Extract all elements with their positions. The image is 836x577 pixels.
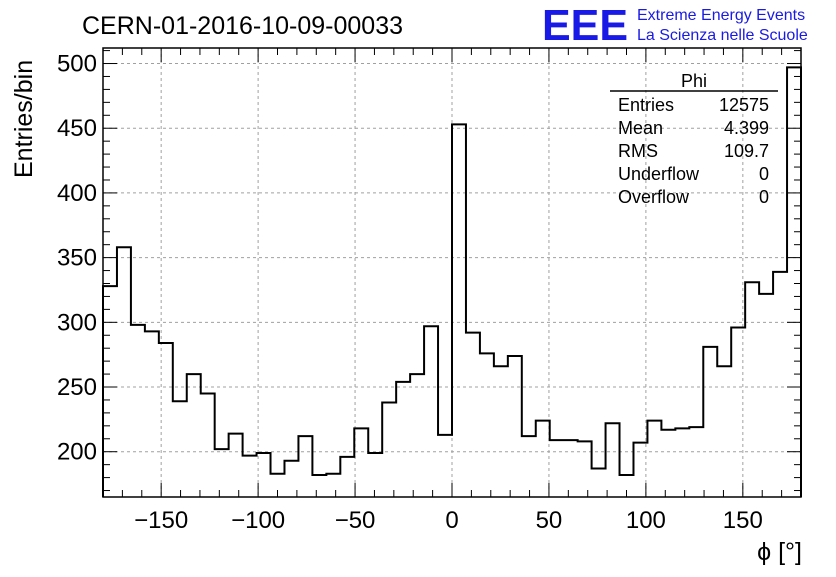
stats-label: Entries xyxy=(618,95,674,115)
y-tick-label: 500 xyxy=(57,51,97,78)
histogram-bin xyxy=(257,453,271,497)
histogram-bin xyxy=(661,430,675,497)
histogram-bin xyxy=(606,423,620,497)
histogram-bin xyxy=(354,428,368,497)
histogram-bin xyxy=(382,403,396,497)
brand-line-1: Extreme Energy Events xyxy=(637,7,805,24)
stats-value: 0 xyxy=(759,187,769,207)
y-tick-label: 200 xyxy=(57,439,97,466)
histogram-bin xyxy=(773,272,787,497)
stats-label: Underflow xyxy=(618,164,700,184)
x-tick-label: 100 xyxy=(626,507,666,534)
histogram-bin xyxy=(424,326,438,497)
x-tick-label: 0 xyxy=(445,507,458,534)
histogram-bin xyxy=(159,343,173,497)
histogram-outline xyxy=(102,66,802,497)
x-axis-label: ϕ [°] xyxy=(757,538,802,566)
histogram-bin xyxy=(703,347,717,497)
stats-box: Phi Entries 12575 Mean 4.399 RMS 109.7 Underfl… xyxy=(610,71,778,207)
x-tick-label: −150 xyxy=(134,507,188,534)
stats-value: 12575 xyxy=(719,95,769,115)
histogram-bin xyxy=(745,282,759,497)
histogram-bin xyxy=(550,440,564,497)
histogram-bin xyxy=(480,353,494,497)
y-tick-label: 450 xyxy=(57,115,97,142)
histogram-bin xyxy=(759,294,773,497)
histogram-bin xyxy=(787,67,801,497)
histogram-bin xyxy=(326,474,340,497)
stats-label: Mean xyxy=(618,118,663,138)
x-tick-label: −100 xyxy=(231,507,285,534)
histogram-bin xyxy=(187,374,201,497)
histogram-bin xyxy=(131,325,145,497)
stats-label: RMS xyxy=(618,141,658,161)
histogram-bin xyxy=(243,456,257,497)
histogram-bin xyxy=(689,427,703,497)
histogram-bin xyxy=(312,475,326,497)
histogram-bin xyxy=(298,436,312,497)
chart-title: CERN-01-2016-10-09-00033 xyxy=(82,12,403,40)
stats-value: 4.399 xyxy=(724,118,769,138)
histogram-bin xyxy=(103,286,117,497)
histogram-bin xyxy=(717,366,731,497)
histogram-bin xyxy=(508,356,522,497)
x-tick-label: −50 xyxy=(335,507,376,534)
histogram-bin xyxy=(173,401,187,497)
histogram-bin xyxy=(229,434,243,497)
stats-label: Overflow xyxy=(618,187,690,207)
stats-value: 0 xyxy=(759,164,769,184)
x-tick-label: 50 xyxy=(536,507,563,534)
y-tick-label: 400 xyxy=(57,180,97,207)
x-axis-ticks: −150 −100 −50 0 50 100 150 xyxy=(102,48,802,534)
histogram-bin xyxy=(564,440,578,497)
y-tick-label: 300 xyxy=(57,309,97,336)
histogram-bin xyxy=(438,435,452,497)
histogram-bin xyxy=(396,382,410,497)
stats-title: Phi xyxy=(681,71,707,91)
histogram-bin xyxy=(117,247,131,497)
y-axis-label: Entries/bin xyxy=(10,60,38,178)
histogram-bin xyxy=(284,461,298,497)
y-tick-label: 350 xyxy=(57,245,97,272)
histogram-bins xyxy=(102,66,802,497)
histogram-bin xyxy=(675,428,689,497)
histogram-bin xyxy=(145,331,159,497)
y-tick-label: 250 xyxy=(57,374,97,401)
histogram-bin xyxy=(731,327,745,497)
histogram-bin xyxy=(633,443,647,497)
histogram-bin xyxy=(368,453,382,497)
histogram-bin xyxy=(410,374,424,497)
x-tick-label: 150 xyxy=(723,507,763,534)
histogram-bin xyxy=(536,421,550,497)
histogram-bin xyxy=(340,457,354,497)
eee-logo: EEE xyxy=(542,1,628,50)
histogram-bin xyxy=(647,421,661,497)
histogram-bin xyxy=(592,469,606,497)
histogram-bin xyxy=(201,393,215,497)
histogram-bin xyxy=(215,449,229,497)
histogram-bin xyxy=(466,333,480,497)
histogram-bin xyxy=(452,124,466,497)
histogram-bin xyxy=(494,366,508,497)
stats-value: 109.7 xyxy=(724,141,769,161)
y-axis-ticks: 200 250 300 350 400 450 500 xyxy=(57,50,801,492)
brand-line-2: La Scienza nelle Scuole xyxy=(637,27,808,44)
histogram-bin xyxy=(522,436,536,497)
histogram-bin xyxy=(578,441,592,497)
